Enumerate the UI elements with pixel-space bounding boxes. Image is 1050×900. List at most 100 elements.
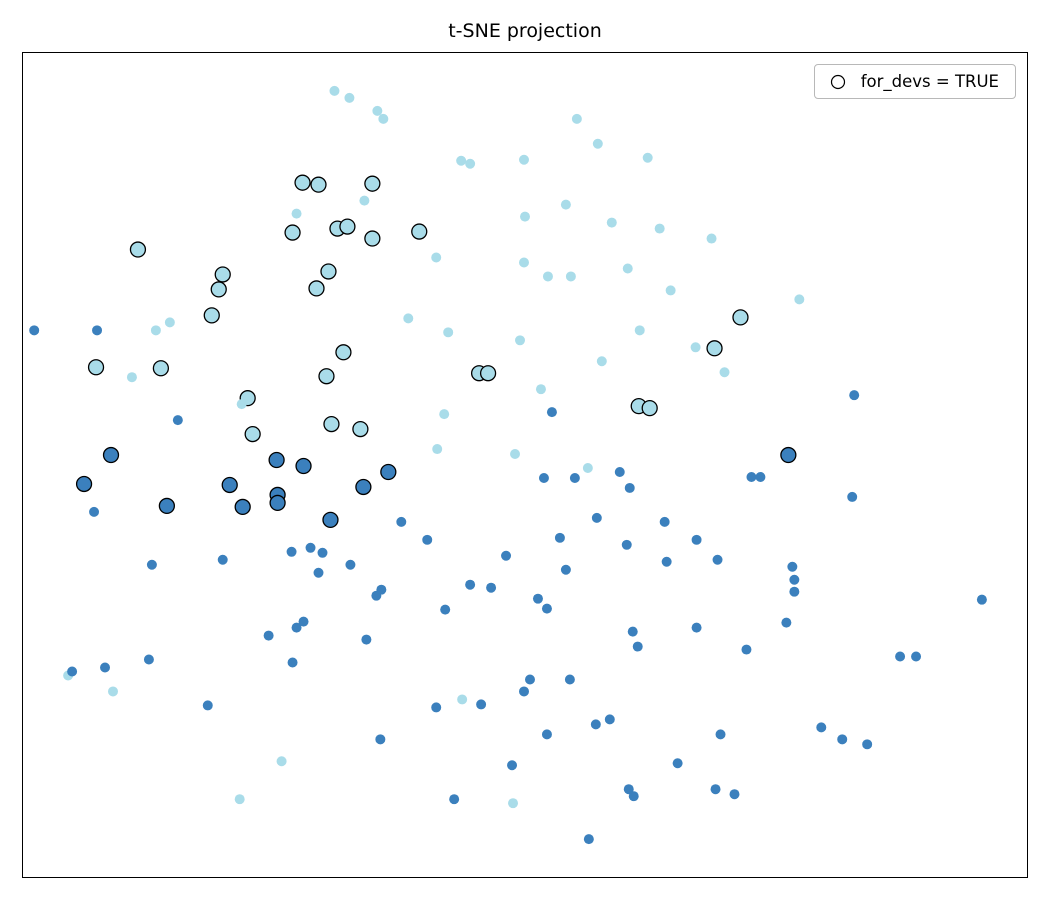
scatter-point [378, 113, 389, 124]
scatter-point [375, 734, 386, 745]
scatter-point [287, 657, 298, 668]
scatter-point [339, 218, 356, 235]
scatter-point [318, 368, 335, 385]
scatter-point [355, 478, 372, 496]
scatter-point [569, 472, 580, 483]
scatter-point [729, 789, 740, 800]
scatter-point [780, 446, 797, 464]
scatter-point [849, 390, 860, 401]
scatter-point [690, 342, 701, 353]
scatter-point [323, 415, 340, 433]
scatter-point [380, 463, 397, 481]
scatter-point [210, 281, 227, 298]
open-circle-icon [830, 74, 845, 89]
scatter-point [322, 511, 339, 528]
scatter-point [519, 686, 529, 697]
scatter-point [746, 471, 757, 482]
scatter-point [486, 582, 497, 593]
scatter-point [710, 784, 721, 795]
scatter-point [313, 567, 324, 578]
scatter-point [541, 603, 552, 614]
scatter-point [67, 666, 78, 677]
scatter-point [476, 699, 487, 710]
scatter-point [364, 230, 381, 247]
scatter-point [439, 409, 450, 420]
scatter-point [755, 471, 766, 482]
scatter-point [519, 154, 529, 165]
scatter-point [895, 651, 906, 662]
scatter-point [606, 217, 617, 228]
scatter-point [443, 327, 454, 338]
scatter-point [862, 739, 873, 750]
scatter-point [172, 415, 183, 426]
scatter-point [515, 335, 525, 346]
scatter-point [592, 138, 603, 149]
scatter-point [269, 494, 286, 512]
scatter-point [431, 702, 442, 713]
scatter-point [126, 372, 137, 383]
scatter-point [789, 586, 800, 597]
scatter-point [560, 199, 571, 210]
scatter-point [150, 325, 161, 336]
scatter-point [665, 285, 676, 296]
scatter-point [741, 644, 752, 655]
scatter-point [305, 542, 316, 553]
scatter-point [234, 498, 251, 516]
scatter-point [29, 325, 40, 336]
scatter-point [661, 556, 672, 567]
scatter-point [781, 617, 792, 628]
scatter-point [143, 654, 154, 665]
scatter-point [519, 257, 529, 268]
scatter-point [214, 266, 231, 283]
scatter-point [508, 798, 519, 809]
scatter-point [403, 313, 414, 324]
scatter-point [554, 532, 565, 543]
scatter-point [329, 85, 340, 96]
scatter-point [457, 694, 468, 705]
scatter-point [591, 512, 602, 523]
legend: for_devs = TRUE [813, 64, 1016, 99]
scatter-point [203, 307, 220, 324]
scatter-point [92, 325, 103, 336]
scatter-point [89, 506, 100, 517]
scatter-point [102, 446, 120, 464]
scatter-point [542, 271, 553, 282]
scatter-point [465, 158, 476, 169]
scatter-point [787, 561, 798, 572]
scatter-point [87, 359, 105, 376]
legend-label: for_devs = TRUE [860, 72, 999, 91]
scatter-point [371, 590, 382, 601]
scatter-point [623, 784, 634, 795]
scatter-point [317, 547, 328, 558]
scatter-point [364, 175, 381, 192]
scatter-point [911, 651, 922, 662]
scatter-point [320, 263, 337, 280]
scatter-point [396, 516, 407, 527]
scatter-point [614, 466, 625, 477]
scatter-point [465, 579, 476, 590]
scatter-point [440, 604, 451, 615]
scatter-point [624, 482, 635, 493]
scatter-point [510, 449, 521, 460]
scatter-point [372, 105, 383, 116]
scatter-point [837, 734, 848, 745]
scatter-point [335, 344, 352, 361]
scatter-point [236, 399, 247, 410]
scatter-point [732, 309, 749, 326]
scatter-point [100, 662, 111, 673]
scatter-point [310, 176, 327, 193]
scatter-point [263, 630, 274, 641]
chart-title: t-SNE projection [448, 20, 602, 42]
scatter-point [634, 325, 645, 336]
scatter-point [75, 475, 93, 493]
scatter-point [794, 294, 805, 305]
scatter-point [525, 674, 535, 685]
scatter-point [152, 360, 170, 377]
scatter-point [590, 719, 601, 730]
scatter-point [164, 317, 175, 328]
scatter-point [564, 674, 575, 685]
scatter-point [432, 444, 443, 455]
scatter-point [596, 356, 607, 367]
scatter-point [789, 574, 800, 585]
scatter-point [582, 463, 593, 473]
